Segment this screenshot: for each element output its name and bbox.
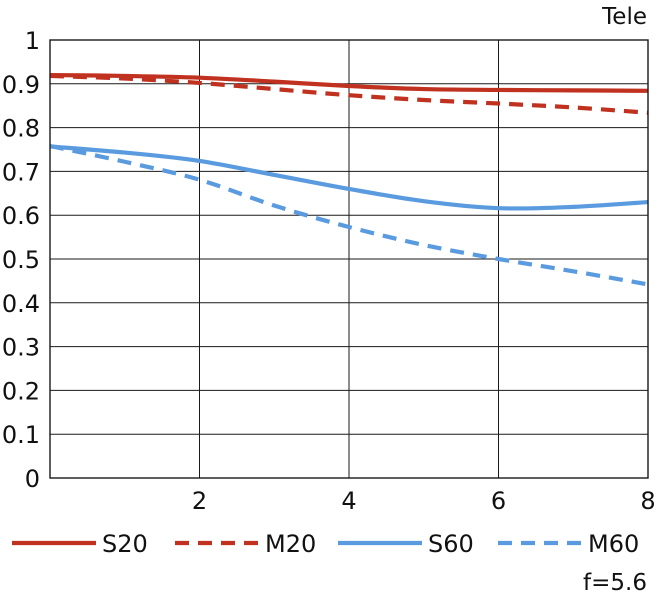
frame-layer: [49, 39, 649, 479]
y-tick-label: 0.6: [2, 202, 40, 230]
x-tick-label: 6: [491, 487, 506, 515]
y-tick-label: 0.8: [2, 115, 40, 143]
plot-frame: [49, 39, 649, 479]
legend-label-s60: S60: [428, 530, 474, 558]
y-tick-label: 0.1: [2, 421, 40, 449]
series-line-s20: [49, 72, 649, 93]
y-tick-label: 0.2: [2, 377, 40, 405]
x-tick-label: 8: [640, 487, 655, 515]
aperture-note: f=5.6: [583, 570, 647, 596]
legend-label-s20: S20: [102, 530, 148, 558]
series-layer: [49, 72, 649, 287]
y-tick-label: 0.9: [2, 71, 40, 99]
y-tick-label: 0: [25, 465, 40, 493]
label-layer: Tele f=5.6 0 0.1 0.2 0.3 0.4 0.5 0.6 0.7 0.8 0.9 1…: [2, 4, 656, 596]
y-tick-label: 0.5: [2, 246, 40, 274]
series-line-m60: [49, 143, 649, 287]
legend-label-m20: M20: [265, 530, 316, 558]
y-tick-label: 1: [25, 27, 40, 55]
series-line-s60: [49, 144, 649, 211]
x-tick-label: 4: [341, 487, 356, 515]
legend-label-m60: M60: [588, 530, 639, 558]
legend: S20 M20 S60 M60: [12, 530, 639, 558]
y-tick-label: 0.7: [2, 158, 40, 186]
y-tick-label: 0.3: [2, 334, 40, 362]
x-tick-label: 2: [192, 487, 207, 515]
chart-title: Tele: [601, 4, 647, 30]
series-line-m20: [49, 73, 649, 115]
y-tick-label: 0.4: [2, 290, 40, 318]
